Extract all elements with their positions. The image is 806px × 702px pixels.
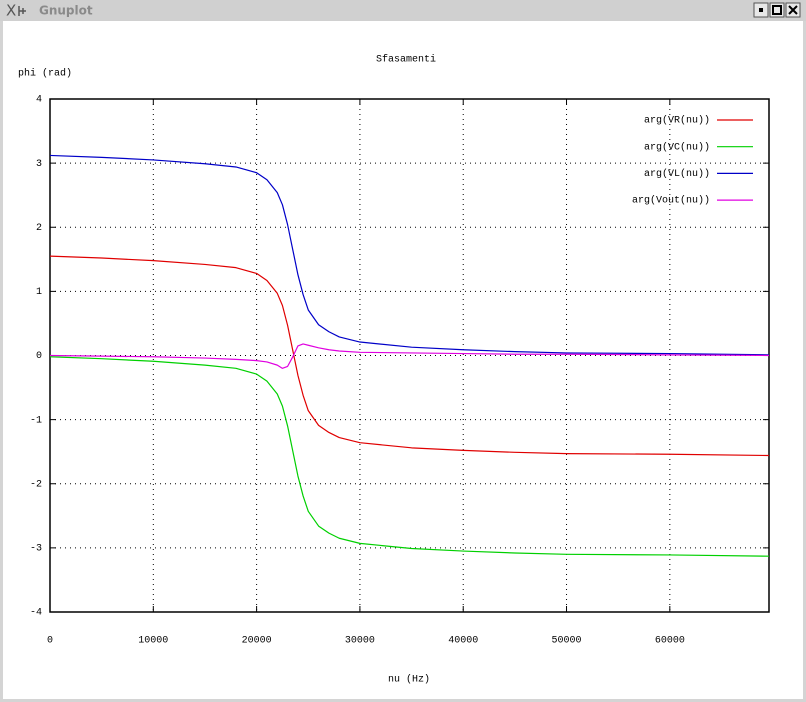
x-tick-label: 60000 — [655, 636, 685, 647]
chart-title: Sfasamenti — [376, 54, 436, 66]
x-axis-label: nu (Hz) — [388, 674, 430, 686]
series-line — [49, 255, 770, 457]
y-tick-label: -1 — [30, 415, 42, 426]
y-tick-label: -2 — [30, 479, 42, 490]
x-tick-label: 50000 — [552, 636, 582, 647]
window-icon: X — [6, 2, 16, 20]
x-tick-label: 0 — [47, 636, 53, 647]
y-tick-label: 2 — [36, 223, 42, 234]
title-bar — [0, 0, 806, 21]
close-icon — [788, 5, 798, 15]
series-line — [49, 343, 770, 369]
legend-label: arg(VL(nu)) — [644, 168, 710, 180]
y-axis-label: phi (rad) — [18, 68, 72, 80]
x-tick-label: 40000 — [448, 636, 478, 647]
legend-label: arg(Vout(nu)) — [632, 195, 710, 207]
plot: -4 -3 -2 -1 0 1 2 3 4 0 10000 20000 30000 40000 50000 6… — [30, 95, 770, 647]
y-tick-label: 1 — [36, 287, 42, 298]
x-tick-label: 30000 — [345, 636, 375, 647]
x-tick-label: 20000 — [242, 636, 272, 647]
legend-label: arg(VR(nu)) — [644, 115, 710, 127]
y-tick-label: -3 — [30, 544, 42, 555]
y-tick-label: 0 — [36, 351, 42, 362]
series-line — [49, 154, 770, 356]
window-icon-glyph — [18, 6, 26, 16]
maximize-icon — [772, 5, 782, 15]
window-buttons[interactable] — [753, 2, 801, 18]
x-tick-label: 10000 — [138, 636, 168, 647]
legend-label: arg(VC(nu)) — [644, 141, 710, 153]
y-tick-label: 4 — [36, 95, 42, 106]
y-tick-label: -4 — [30, 608, 42, 619]
window-title: Gnuplot — [39, 4, 93, 18]
minimize-icon — [759, 8, 763, 12]
series-line — [49, 356, 770, 557]
y-tick-label: 3 — [36, 159, 42, 170]
